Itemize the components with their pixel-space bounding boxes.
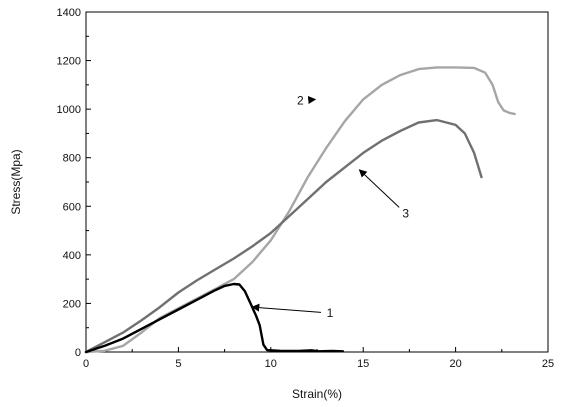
series-label-3: 3: [402, 207, 409, 221]
x-tick-label: 20: [449, 358, 461, 370]
series-layer: [84, 66, 516, 354]
axis-ticks: 0 5 10 15 20 25 0 200 400 600 800 1000 1200 1400: [57, 7, 555, 370]
series-label-1: 1: [327, 306, 334, 320]
series-arrow-2: [307, 96, 317, 104]
x-tick-label: 25: [542, 358, 554, 370]
y-tick-label: 800: [63, 153, 81, 165]
y-axis-title: Stress(Mpa): [9, 149, 23, 214]
y-tick-label: 400: [63, 250, 81, 262]
series-line-1: [84, 282, 345, 354]
y-tick-label: 600: [63, 201, 81, 213]
y-tick-label: 200: [63, 298, 81, 310]
x-axis-title: Strain(%): [292, 387, 342, 401]
series-annotations: 1 2 3: [251, 94, 409, 320]
y-tick-label: 1200: [57, 56, 81, 68]
plot-frame: [85, 11, 549, 353]
y-tick-label: 1000: [57, 104, 81, 116]
series-arrow-1: [251, 303, 322, 313]
y-tick-label: 0: [75, 347, 81, 359]
x-tick-label: 0: [83, 358, 89, 370]
series-label-2: 2: [297, 94, 304, 108]
x-tick-label: 15: [357, 358, 369, 370]
y-tick-label: 1400: [57, 7, 81, 19]
series-arrow-3: [358, 169, 400, 208]
series-line-2: [84, 66, 516, 354]
series-line-3: [84, 118, 483, 354]
x-tick-label: 5: [175, 358, 181, 370]
x-tick-label: 10: [265, 358, 277, 370]
